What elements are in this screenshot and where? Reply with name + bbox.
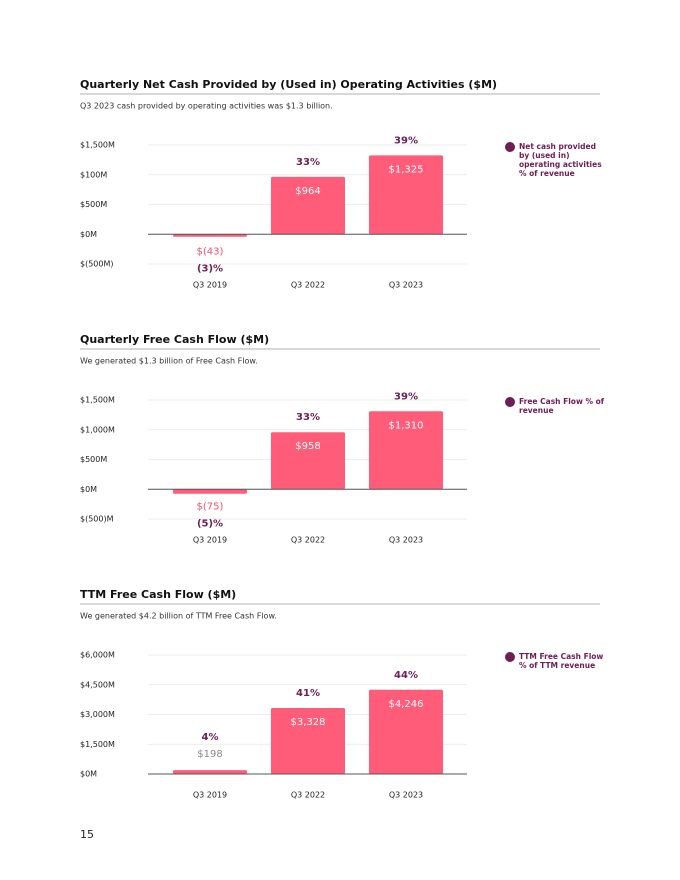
x-tick-label: Q3 2023 [389, 281, 423, 290]
x-tick-label: Q3 2022 [291, 281, 325, 290]
percent-label: (5)% [197, 518, 223, 529]
chart: Quarterly Free Cash Flow ($M) We generate… [80, 333, 600, 545]
chart-subtitle: We generated $1.3 billion of Free Cash F… [80, 357, 258, 366]
chart-title: Quarterly Free Cash Flow ($M) [80, 333, 269, 346]
y-tick-label: $4,500M [80, 680, 115, 689]
x-tick-label: Q3 2023 [389, 536, 423, 545]
percent-label: 41% [296, 688, 320, 699]
chart-title: TTM Free Cash Flow ($M) [80, 588, 236, 601]
y-tick-label: $100M [80, 170, 107, 179]
percent-label: 4% [202, 732, 219, 743]
percent-label: 33% [296, 412, 320, 423]
value-label: $1,325 [389, 164, 424, 175]
y-tick-label: $500M [80, 200, 107, 209]
legend-swatch [505, 652, 515, 662]
x-tick-label: Q3 2022 [291, 791, 325, 800]
x-tick-label: Q3 2019 [193, 536, 227, 545]
value-label: $(75) [197, 501, 224, 512]
percent-label: 39% [394, 391, 418, 402]
bar [369, 689, 443, 774]
value-label: $1,310 [389, 420, 424, 431]
bar [271, 707, 345, 774]
y-tick-label: $1,500M [80, 396, 115, 405]
y-tick-label: $6,000M [80, 651, 115, 660]
legend-swatch [505, 397, 515, 407]
bar [173, 770, 247, 774]
percent-label: 39% [394, 135, 418, 146]
bar [173, 489, 247, 494]
y-tick-label: $500M [80, 455, 107, 464]
value-label: $(43) [197, 246, 224, 257]
bar [173, 234, 247, 237]
chart-subtitle: Q3 2023 cash provided by operating activ… [80, 102, 333, 111]
legend-label: Net cash provided by (used in) operating… [519, 142, 602, 178]
bar [369, 411, 443, 490]
bar [271, 432, 345, 490]
x-tick-label: Q3 2019 [193, 281, 227, 290]
page-number: 15 [80, 828, 94, 841]
value-label: $4,246 [389, 699, 424, 710]
x-tick-label: Q3 2023 [389, 791, 423, 800]
legend-swatch [505, 142, 515, 152]
value-label: $3,328 [291, 717, 326, 728]
percent-label: 33% [296, 157, 320, 168]
percent-label: 44% [394, 670, 418, 681]
y-tick-label: $0M [80, 230, 97, 239]
percent-label: (3)% [197, 263, 223, 274]
chart-subtitle: We generated $4.2 billion of TTM Free Ca… [80, 612, 277, 621]
legend-label: Free Cash Flow % of revenue [519, 397, 605, 415]
y-tick-label: $(500)M [80, 515, 114, 524]
bar [271, 176, 345, 235]
bar [369, 155, 443, 235]
y-tick-label: $1,500M [80, 740, 115, 749]
y-tick-label: $(500M) [80, 260, 114, 269]
y-tick-label: $1,500M [80, 141, 115, 150]
y-tick-label: $0M [80, 485, 97, 494]
y-tick-label: $0M [80, 770, 97, 779]
legend-label: TTM Free Cash Flow % of TTM revenue [519, 652, 604, 670]
x-tick-label: Q3 2022 [291, 536, 325, 545]
y-tick-label: $3,000M [80, 710, 115, 719]
value-label: $198 [197, 749, 222, 760]
chart: TTM Free Cash Flow ($M) We generated $4.2… [80, 588, 600, 800]
value-label: $958 [295, 441, 320, 452]
value-label: $964 [295, 186, 320, 197]
chart-title: Quarterly Net Cash Provided by (Used in)… [80, 78, 497, 91]
chart: Quarterly Net Cash Provided by (Used in)… [80, 78, 600, 290]
x-tick-label: Q3 2019 [193, 791, 227, 800]
y-tick-label: $1,000M [80, 425, 115, 434]
